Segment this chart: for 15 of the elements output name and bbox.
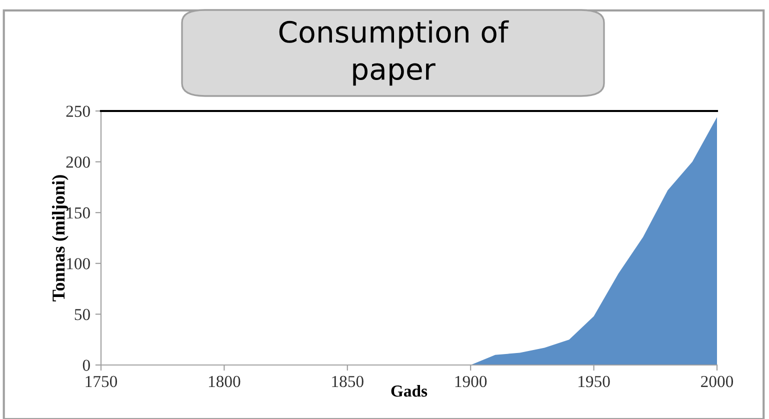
x-tick-label: 1900 (455, 376, 487, 388)
y-tick-label: 0 (82, 360, 90, 371)
y-tick-label: 200 (66, 156, 90, 168)
y-tick-label: 150 (67, 207, 90, 219)
chart-title: Consumption of paper (279, 20, 509, 86)
y-tick-label: 100 (67, 258, 90, 270)
x-tick-label: 1950 (578, 376, 610, 388)
x-axis-title: Gads (391, 384, 428, 397)
y-tick-label: 250 (66, 106, 90, 117)
y-axis-title: Tonnas (miljoni) (52, 175, 68, 302)
y-tick-label: 50 (74, 308, 90, 320)
x-tick-label: 2000 (701, 376, 734, 388)
x-tick-label: 1800 (209, 376, 240, 388)
x-tick-label: 1850 (332, 376, 364, 388)
x-tick-label: 1750 (86, 376, 118, 388)
